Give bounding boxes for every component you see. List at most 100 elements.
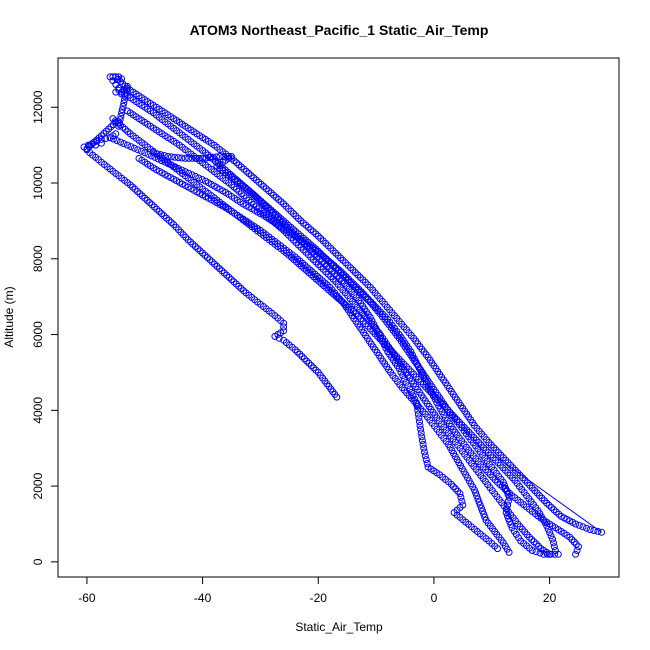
data-point — [143, 196, 151, 204]
data-point — [102, 127, 110, 135]
data-point — [225, 273, 233, 281]
data-point — [148, 201, 156, 209]
data-point — [123, 86, 131, 94]
data-point — [208, 258, 216, 266]
data-point — [213, 153, 220, 161]
data-point — [167, 153, 175, 161]
data-point — [280, 200, 288, 208]
data-point — [421, 452, 429, 460]
data-point — [590, 527, 598, 534]
data-point — [100, 130, 108, 137]
data-point — [120, 99, 128, 107]
data-point — [361, 294, 369, 301]
data-point — [106, 134, 114, 142]
data-point — [202, 154, 210, 162]
data-point — [314, 368, 322, 376]
chart-title: ATOM3 Northeast_Pacific_1 Static_Air_Tem… — [190, 22, 489, 38]
data-point — [123, 141, 131, 149]
data-point — [113, 137, 121, 145]
x-tick-label: 20 — [543, 591, 557, 605]
data-point — [551, 550, 559, 558]
data-point — [472, 489, 480, 497]
data-point — [481, 513, 489, 521]
data-point — [141, 149, 149, 157]
data-point — [97, 139, 105, 147]
data-point — [150, 203, 158, 211]
data-point — [535, 542, 543, 550]
data-point — [245, 187, 253, 195]
data-point — [118, 75, 126, 83]
data-point — [422, 456, 430, 464]
data-point — [550, 543, 558, 551]
data-point — [411, 395, 419, 403]
data-point — [160, 212, 168, 220]
data-point — [416, 422, 424, 429]
data-point — [198, 176, 206, 183]
data-point — [314, 247, 322, 255]
data-point — [566, 533, 574, 541]
data-point — [586, 526, 594, 534]
data-point — [188, 154, 196, 162]
data-point — [545, 501, 553, 509]
data-point — [203, 254, 211, 261]
x-tick-label: -60 — [78, 591, 96, 605]
data-point — [118, 109, 126, 117]
data-point — [340, 271, 348, 278]
data-point — [504, 501, 512, 509]
data-point — [550, 506, 558, 514]
data-point — [504, 497, 512, 505]
data-point — [546, 529, 554, 536]
data-point — [280, 217, 288, 225]
data-point — [416, 418, 423, 426]
data-point — [178, 154, 186, 162]
data-point — [209, 153, 217, 161]
data-point — [196, 247, 204, 255]
data-point — [307, 362, 315, 370]
data-point — [195, 174, 203, 182]
data-point — [474, 495, 482, 503]
data-point — [280, 323, 288, 331]
data-point — [573, 547, 581, 554]
data-point — [235, 282, 243, 290]
data-point — [167, 219, 175, 226]
data-points-group — [80, 73, 606, 558]
data-point — [504, 490, 512, 498]
data-point — [551, 547, 559, 554]
data-point — [423, 459, 431, 467]
data-point — [201, 251, 209, 259]
data-point — [237, 285, 245, 292]
data-point — [327, 259, 335, 267]
data-point — [314, 261, 322, 268]
y-tick-label: 4000 — [31, 397, 45, 424]
data-point — [170, 221, 178, 229]
data-point — [293, 348, 301, 356]
data-point — [110, 135, 117, 143]
data-point — [530, 538, 538, 546]
data-point — [458, 497, 466, 505]
data-point — [298, 353, 306, 360]
data-point — [477, 504, 485, 512]
data-point — [206, 154, 213, 162]
axes-group: -60 -40 -20 0 20 0 2000 4000 6000 8000 10000 12000 — [31, 90, 557, 605]
data-point — [155, 207, 163, 215]
data-point — [213, 262, 221, 270]
data-point — [302, 248, 310, 256]
data-point — [206, 256, 214, 264]
data-point — [555, 510, 563, 518]
data-point — [312, 366, 320, 374]
data-point — [134, 146, 142, 154]
data-point — [123, 82, 131, 90]
data-point — [117, 138, 124, 146]
data-point — [532, 540, 540, 548]
x-tick-label: 0 — [431, 591, 438, 605]
data-point — [131, 185, 139, 193]
y-tick-label: 6000 — [31, 321, 45, 348]
data-point — [233, 159, 240, 167]
data-point — [118, 106, 126, 114]
data-point — [503, 512, 511, 520]
data-point — [255, 178, 263, 186]
data-point — [174, 154, 182, 162]
x-tick-label: -20 — [310, 591, 328, 605]
